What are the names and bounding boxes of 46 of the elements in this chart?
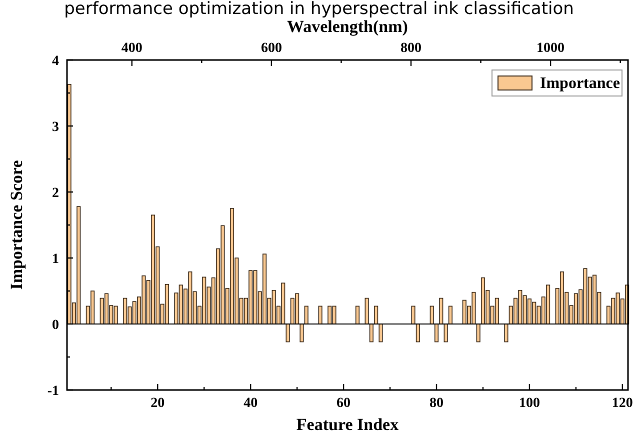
x-tick-label: 20 (150, 396, 165, 411)
chart-title: performance optimization in hyperspectral ink classification (64, 0, 574, 19)
x-tick-label: 100 (518, 396, 540, 411)
bar (411, 306, 416, 324)
bar (480, 277, 486, 324)
bar (318, 306, 322, 324)
bar (434, 324, 439, 342)
bar (364, 298, 369, 324)
bar (230, 208, 234, 324)
y-tick-label: 0 (52, 318, 59, 333)
bar (448, 306, 452, 324)
x-tick-label: 60 (336, 396, 351, 411)
y-tick-label: 3 (52, 120, 59, 135)
x-tick-label: 80 (430, 396, 444, 411)
bar (104, 293, 109, 324)
bar (416, 324, 420, 342)
x-tick-label: 120 (612, 396, 633, 411)
y-tick-label: -1 (47, 384, 59, 399)
bar (430, 306, 434, 324)
x2-tick-label: 600 (260, 41, 282, 56)
bar (150, 214, 156, 324)
x-tick-label: 40 (244, 396, 258, 411)
x-axis-title: Feature Index (296, 415, 400, 434)
y-tick-label: 4 (52, 54, 59, 69)
bar (355, 306, 360, 324)
bar (286, 324, 290, 342)
bar (304, 306, 308, 324)
bar (560, 271, 564, 324)
bar (494, 298, 499, 324)
x2-tick-label: 1000 (536, 41, 565, 56)
legend-label: Importance (540, 75, 620, 92)
bar (164, 284, 169, 324)
y-axis-title: Importance Score (7, 160, 26, 290)
bar (476, 324, 480, 342)
bar (378, 324, 383, 342)
y-tick-label: 1 (52, 252, 59, 267)
bar (374, 306, 378, 324)
bar (504, 324, 508, 342)
bar (439, 298, 444, 324)
x2-axis-title: Wavelength(nm) (287, 17, 408, 36)
bar (369, 324, 374, 342)
bar (300, 324, 304, 342)
bar (444, 324, 448, 342)
x2-tick-label: 400 (121, 41, 142, 56)
x2-tick-label: 800 (400, 41, 422, 56)
y-tick-label: 2 (52, 186, 59, 201)
